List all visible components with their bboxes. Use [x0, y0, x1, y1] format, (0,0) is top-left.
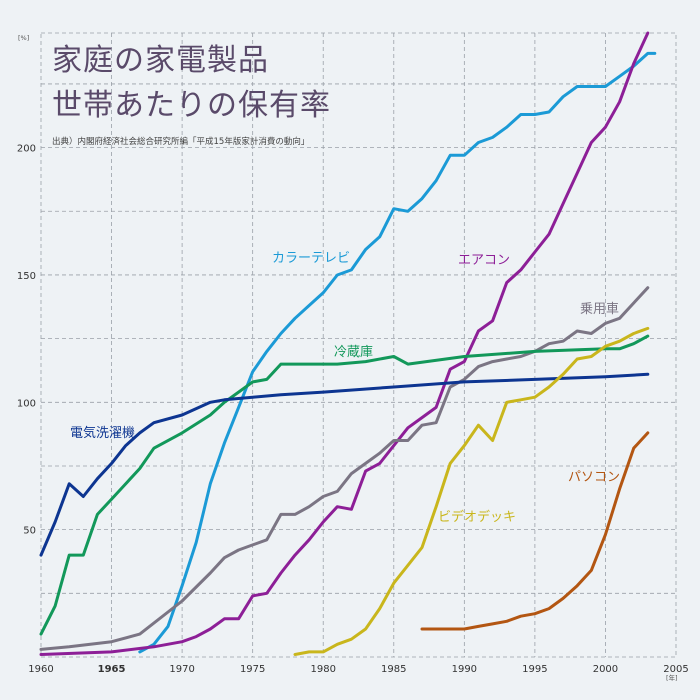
x-tick-label: 1965 [98, 664, 126, 675]
plot-background [41, 33, 676, 657]
x-tick-label: 2005 [663, 664, 688, 675]
x-tick-label: 1995 [522, 664, 547, 675]
series-label-pc: パソコン [568, 470, 620, 485]
series-line-car [39, 286, 650, 651]
series-labels: カラーテレビ エアコン 乗用車 冷蔵庫 電気洗濯機 ビデオデッキ パソコン [70, 251, 620, 525]
series-line-video-deck [293, 326, 650, 656]
y-tick-label: 100 [17, 398, 36, 409]
y-tick-label: 200 [17, 144, 36, 155]
series-line-washing-machine [39, 372, 650, 557]
series-label-car: 乗用車 [580, 302, 619, 317]
series-line-air-conditioner [39, 31, 650, 656]
series-line-refrigerator [39, 334, 650, 636]
x-tick-label: 1970 [169, 664, 194, 675]
series-lines [39, 31, 657, 656]
axis-ticks: 1960 1965 1970 1975 1980 1985 1990 1995 2000 2005… [17, 144, 689, 675]
y-tick-label: 50 [23, 526, 36, 537]
x-axis-unit: [年] [666, 673, 678, 682]
x-tick-label: 1960 [28, 664, 53, 675]
grid [40, 32, 677, 658]
series-line-color-tv [138, 51, 657, 654]
x-tick-label: 2000 [593, 664, 618, 675]
series-label-washing-machine: 電気洗濯機 [70, 425, 135, 441]
chart-title-line-1: 家庭の家電製品 [52, 43, 269, 78]
y-axis-unit: [%] [18, 34, 29, 42]
chart-title-line-2: 世帯あたりの保有率 [52, 88, 331, 123]
x-tick-label: 1985 [381, 664, 406, 675]
x-tick-label: 1990 [452, 664, 477, 675]
x-tick-label: 1980 [310, 664, 335, 675]
series-label-air-conditioner: エアコン [458, 253, 510, 268]
source-note: 出典）内閣府経済社会総合研究所編「平成15年版家計消費の動向」 [52, 136, 309, 147]
series-label-refrigerator: 冷蔵庫 [334, 345, 373, 360]
x-tick-label: 1975 [240, 664, 265, 675]
series-label-video-deck: ビデオデッキ [438, 509, 516, 525]
series-label-color-tv: カラーテレビ [272, 251, 350, 266]
series-line-pc [420, 431, 650, 631]
plot-frame [40, 32, 677, 658]
y-tick-label: 150 [17, 271, 36, 282]
